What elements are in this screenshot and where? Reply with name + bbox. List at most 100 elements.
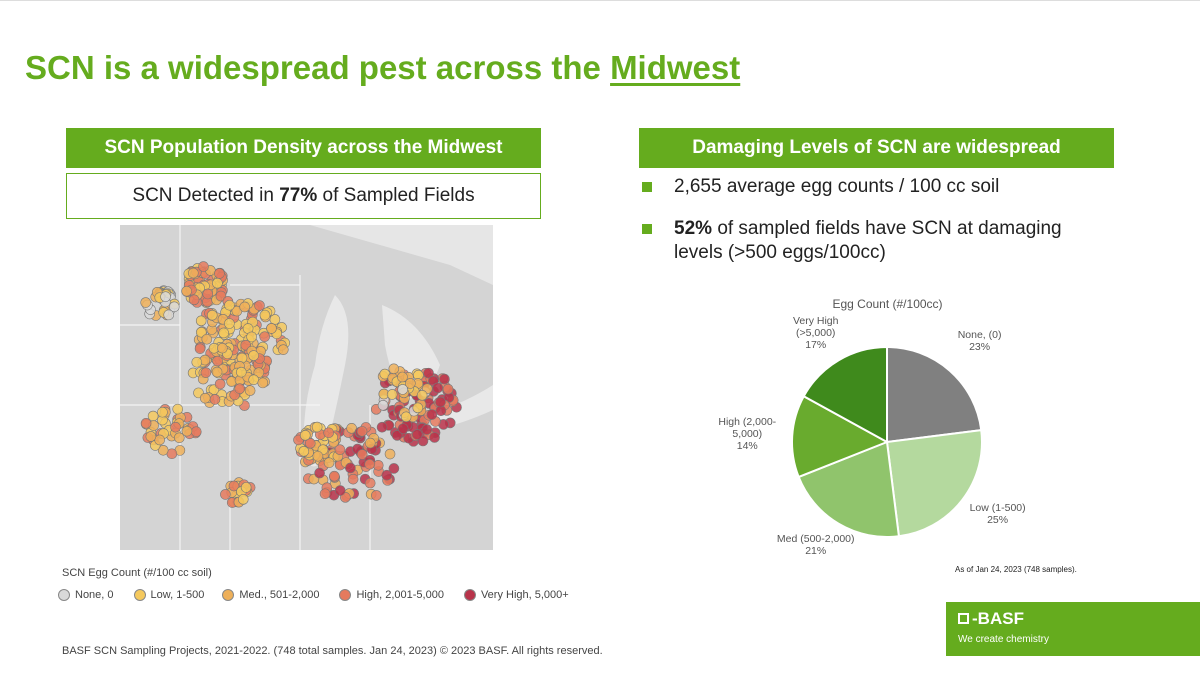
map-dot [356,426,368,437]
map-dot [347,473,359,485]
map-dot [397,423,409,434]
map-dot [236,366,247,378]
map-dot [195,315,207,327]
map-dot [170,421,181,433]
map-dot [421,424,433,435]
bullet: 52% of sampled fields have SCN at damagi… [640,217,1100,265]
legend-label: High, 2,001-5,000 [356,589,444,601]
map-dot [220,489,231,500]
map-dot [202,288,214,300]
map-dot [173,432,185,444]
logo-tagline: We create chemistry [958,634,1049,645]
legend-item: None, 0 [58,589,114,601]
map-dot [257,377,269,389]
map-dot [198,261,209,272]
legend-label: Very High, 5,000+ [480,589,569,601]
map-dot [140,418,152,429]
map-dot [240,482,252,493]
bullet-text: 2,655 average egg counts / 100 cc soil [674,176,1000,197]
map-dot [329,470,340,482]
map-dot [442,383,454,395]
map-dot [254,300,265,311]
pie-value-label: 21% [805,545,827,558]
legend-swatch [339,589,352,601]
map-dot [423,367,434,379]
chart-note: As of Jan 24, 2023 (748 samples). [955,565,1077,574]
legend-item: Med., 501-2,000 [222,589,319,601]
map-dot [244,385,256,396]
map-dot [397,371,408,383]
map-dot [377,399,389,411]
pie-slice [791,394,890,479]
map-dot [312,450,324,462]
legend: None, 0 Low, 1-500 Med., 501-2,000 High, 2,… [58,589,589,601]
map-dot [412,402,424,414]
pie-slice [802,345,888,444]
map-dot [371,490,382,501]
map [120,225,493,550]
pie-value-label: 25% [987,513,1009,526]
map-dot [181,285,192,297]
bullet: 2,655 average egg counts / 100 cc soil [640,175,1100,199]
map-dot [298,446,310,457]
pie-value-label: 23% [969,340,991,353]
map-dot [435,396,446,408]
map-dot [145,431,157,442]
pie-category: Med (500-2,000) [776,533,855,546]
pie-category: None, (0) [957,328,1002,341]
map-dot [364,458,375,470]
map-dot [266,323,277,334]
map-dot [253,367,265,378]
map-dot [416,390,428,401]
map-dot [246,331,257,343]
map-dot [201,333,213,345]
map-dot [163,309,175,321]
map-dot [199,392,211,404]
right-heading: Damaging Levels of SCN are widespread [639,128,1114,168]
map-dot [209,394,221,405]
map-dot [259,331,270,342]
map-dot [429,432,440,443]
map-dot [432,382,444,394]
map-dot [218,327,229,339]
map-dot [381,469,393,481]
map-dot [323,457,335,469]
pie-category: Very High (>5,000) [792,314,839,339]
title-link: Midwest [610,49,741,86]
map-dot [259,309,271,321]
map-dot [188,267,199,279]
map-dot [248,374,260,386]
pie-label: Low (1-500) 25% [958,502,1038,526]
map-dot [211,366,223,378]
map-dot [323,427,334,439]
map-dot [195,327,207,338]
map-dot [224,318,235,329]
map-dot [215,290,227,302]
logo: -BASF We create chemistry [946,602,1200,656]
map-dot [426,409,438,420]
legend-swatch [222,589,235,601]
pie-value-label: 14% [736,440,758,453]
map-dot [237,494,249,505]
map-dot [388,363,400,375]
footer: BASF SCN Sampling Projects, 2021-2022. (… [62,645,603,657]
map-dot [405,378,416,389]
map-dot [228,480,240,492]
map-dot [214,378,226,390]
pie-slice [886,345,983,444]
legend-label: None, 0 [75,589,114,601]
map-dot [248,350,259,361]
map-dot [191,356,203,368]
legend-item: Low, 1-500 [133,589,204,601]
legend-item: Very High, 5,000+ [463,589,569,601]
map-dot [212,277,223,289]
title-text: SCN is a widespread pest across the [25,49,601,86]
legend-swatch [58,589,70,601]
map-dot [314,467,325,479]
lake-superior [310,225,493,285]
map-dot [188,294,200,306]
map-dot [400,411,412,423]
bullet-value: 52% [674,218,713,239]
map-dot [364,437,376,449]
map-dot [356,449,368,460]
